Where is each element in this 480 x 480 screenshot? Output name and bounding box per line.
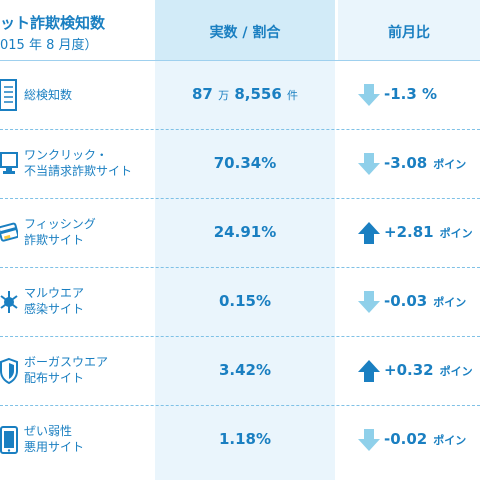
row-value: 24.91% [213, 223, 277, 241]
row-label: ぜい弱性 悪用サイト [24, 423, 84, 455]
arrow-down-icon [358, 429, 380, 451]
monitor-icon [0, 152, 18, 174]
row-change: -3.08 ポイン [384, 154, 466, 172]
row-separator [0, 129, 480, 130]
value-number: 87 [191, 85, 213, 103]
row-value: 0.15% [218, 292, 272, 310]
row-label: 総検知数 [24, 88, 73, 102]
row-label-line: 詐欺サイト [24, 233, 85, 247]
table-row-phishing: フィッシング 詐欺サイト 24.91% +2.81 ポイン [0, 199, 480, 268]
arrow-up-icon [358, 360, 380, 382]
row-value: 1.18% [218, 430, 272, 448]
table-row-one-click: ワンクリック・ 不当請求詐欺サイト 70.34% -3.08 ポイン [0, 130, 480, 199]
change-value: +2.81 [384, 223, 434, 241]
header-compare-column: 前月比 [388, 25, 430, 41]
row-separator [0, 336, 480, 337]
arrow-down-icon [358, 153, 380, 175]
change-value: -3.08 [384, 154, 428, 172]
row-label-line: 悪用サイト [24, 440, 85, 454]
value-unit: 件 [287, 89, 299, 102]
row-change: -0.03 ポイン [384, 292, 466, 310]
row-value: 70.34% [213, 154, 277, 172]
row-label-line: ぜい弱性 [24, 424, 73, 438]
card-icon [0, 222, 18, 242]
row-value: 87 万 8,556 件 [155, 85, 335, 103]
row-label-line: ワンクリック・ [24, 148, 108, 162]
arrow-up-icon [358, 222, 380, 244]
row-separator [0, 267, 480, 268]
row-label-line: 不当請求詐欺サイト [24, 164, 133, 178]
compare-column-header-background [338, 0, 480, 61]
value-unit: 万 [218, 89, 230, 102]
row-label: ボーガスウエア 配布サイト [24, 354, 108, 386]
value-column-background [155, 0, 335, 480]
row-label: マルウエア 感染サイト [24, 285, 84, 317]
tablet-icon [0, 426, 18, 454]
table-subtitle: 015 年 8 月度） [0, 38, 98, 53]
change-unit: ポイン [439, 365, 473, 378]
arrow-down-icon [358, 291, 380, 313]
header-separator [0, 60, 480, 61]
table-row-bogusware: ボーガスウエア 配布サイト 3.42% +0.32 ポイン [0, 337, 480, 406]
row-label-line: 感染サイト [24, 302, 85, 316]
row-change: -1.3 % [384, 85, 437, 103]
row-label-line: マルウエア [24, 286, 85, 300]
header-value-column: 実数 / 割合 [209, 25, 281, 41]
change-value: -1.3 % [384, 85, 438, 103]
compare-column-background [338, 0, 480, 480]
table-row-malware: マルウエア 感染サイト 0.15% -0.03 ポイン [0, 268, 480, 337]
row-separator [0, 198, 480, 199]
document-icon [0, 79, 17, 111]
change-unit: ポイン [433, 296, 467, 309]
arrow-down-icon [358, 84, 380, 106]
row-change: +0.32 ポイン [384, 361, 473, 379]
value-number: 8,556 [234, 85, 282, 103]
shield-icon [0, 357, 18, 385]
row-label-line: ボーガスウエア [24, 355, 109, 369]
change-unit: ポイン [433, 434, 467, 447]
row-label-line: 配布サイト [24, 371, 85, 385]
table-title: ット詐欺検知数 [0, 14, 106, 32]
change-value: -0.02 [384, 430, 428, 448]
change-unit: ポイン [439, 227, 473, 240]
virus-icon [0, 291, 18, 313]
row-label: ワンクリック・ 不当請求詐欺サイト [24, 147, 132, 179]
row-separator [0, 405, 480, 406]
row-value: 3.42% [218, 361, 272, 379]
change-value: -0.03 [384, 292, 428, 310]
row-label-line: フィッシング [24, 217, 96, 231]
table-row-vulnerability: ぜい弱性 悪用サイト 1.18% -0.02 ポイン [0, 406, 480, 475]
table-row-total: 総検知数 87 万 8,556 件 -1.3 % [0, 61, 480, 130]
change-unit: ポイン [433, 158, 467, 171]
change-value: +0.32 [384, 361, 434, 379]
column-divider [335, 0, 338, 480]
value-column-header-background [155, 0, 335, 61]
row-change: -0.02 ポイン [384, 430, 466, 448]
header-row [0, 0, 480, 61]
row-label: フィッシング 詐欺サイト [24, 216, 96, 248]
row-change: +2.81 ポイン [384, 223, 473, 241]
